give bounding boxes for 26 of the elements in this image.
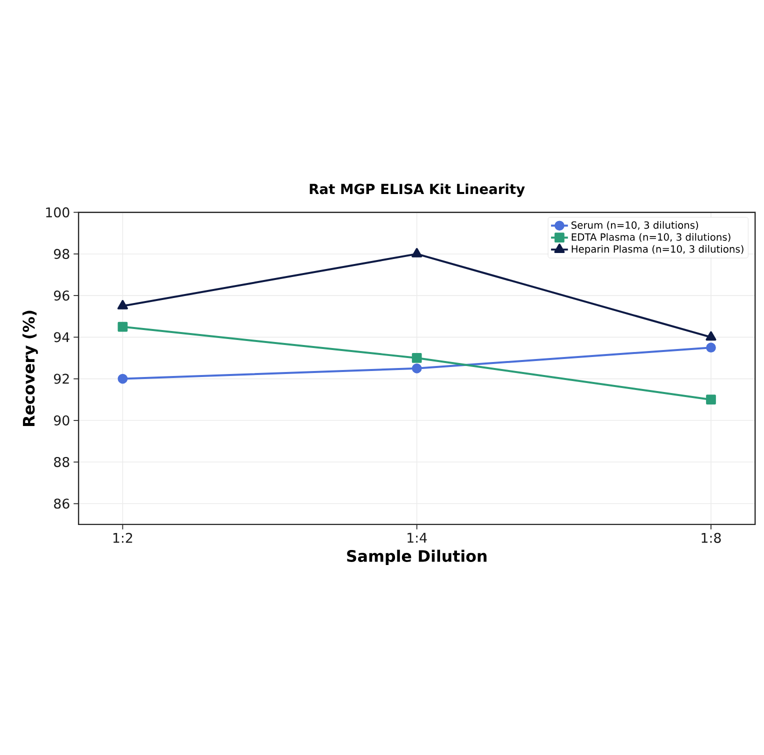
point bbox=[706, 342, 716, 353]
point bbox=[117, 300, 128, 310]
legend-label: Heparin Plasma (n=10, 3 dilutions) bbox=[572, 245, 744, 255]
x-tick-label: 1:4 bbox=[408, 533, 427, 543]
chart-title: Rat MGP ELISA Kit Linearity bbox=[310, 184, 525, 198]
x-tick-label: 1:8 bbox=[702, 533, 721, 544]
legend-label: Serum (n=10, 3 dilutions) bbox=[572, 221, 698, 230]
point bbox=[412, 364, 422, 374]
point bbox=[412, 353, 422, 364]
y-tick-label: 94 bbox=[54, 332, 70, 342]
point bbox=[706, 331, 716, 341]
x-tick-label: 1:2 bbox=[113, 533, 132, 543]
y-tick-label: 92 bbox=[54, 374, 69, 384]
y-tick-label: 96 bbox=[54, 290, 70, 301]
y-tick-label: 90 bbox=[54, 416, 70, 426]
point bbox=[118, 374, 128, 384]
point bbox=[706, 394, 716, 405]
y-tick-label: 100 bbox=[46, 208, 70, 218]
legend-label: EDTA Plasma (n=10, 3 dilutions) bbox=[572, 233, 730, 242]
y-axis-title: Recovery (%) bbox=[22, 310, 38, 426]
y-tick-label: 88 bbox=[54, 457, 70, 468]
point bbox=[412, 248, 422, 258]
y-tick-label: 98 bbox=[54, 249, 70, 260]
y-tick-label: 86 bbox=[54, 498, 70, 509]
x-axis-title: Sample Dilution bbox=[347, 550, 486, 566]
point bbox=[118, 322, 128, 332]
